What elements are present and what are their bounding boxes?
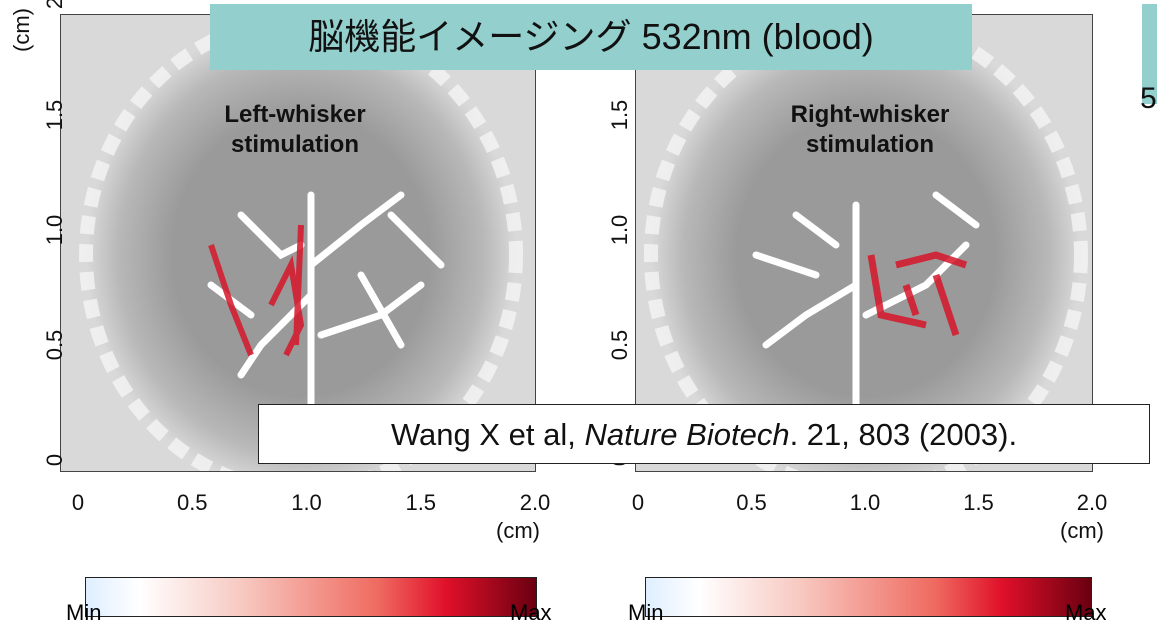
x-tick-label: 2.0 [1077, 490, 1108, 516]
panel-label-line: stimulation [160, 130, 430, 160]
y-tick-label: 0.5 [42, 330, 68, 361]
y-tick-label: 0 [42, 454, 68, 466]
x-tick-label: 1.5 [963, 490, 994, 516]
y-tick-label: 1.5 [607, 100, 633, 131]
panel-label: Right-whisker stimulation [725, 100, 1015, 160]
x-tick-label: 1.5 [405, 490, 436, 516]
x-unit: (cm) [496, 518, 540, 544]
slide: Left-whisker stimulation Right-whisker s… [0, 0, 1157, 623]
x-tick-label: 2.0 [520, 490, 551, 516]
colorbar-max: Max [510, 600, 552, 626]
y-tick-label: 1.0 [42, 215, 68, 246]
x-tick-label: 0.5 [736, 490, 767, 516]
citation-journal: Nature Biotech [585, 417, 790, 452]
x-tick-label: 0 [72, 490, 84, 516]
x-tick-label: 1.0 [850, 490, 881, 516]
citation-rest: . 21, 803 (2003). [790, 417, 1018, 452]
y-tick-label: 0.5 [607, 330, 633, 361]
citation-authors: Wang X et al, [391, 417, 585, 452]
colorbar [645, 577, 1092, 617]
x-tick-label: 0.5 [177, 490, 208, 516]
slide-title: 脳機能イメージング 532nm (blood) [210, 4, 972, 70]
panel-label-line: Left-whisker [160, 100, 430, 130]
colorbar-min: Min [66, 600, 101, 626]
panel-label-line: stimulation [725, 130, 1015, 160]
y-unit: (cm) [9, 8, 35, 52]
panel-label-line: Right-whisker [725, 100, 1015, 130]
y-tick-label: 2. [42, 0, 68, 9]
colorbar-max: Max [1065, 600, 1107, 626]
brain-figure [61, 15, 535, 471]
colorbar [85, 577, 537, 617]
x-tick-label: 0 [632, 490, 644, 516]
x-tick-label: 1.0 [291, 490, 322, 516]
citation: Wang X et al, Nature Biotech. 21, 803 (2… [258, 404, 1150, 464]
side-box-text: 5 [1140, 82, 1157, 116]
x-unit: (cm) [1060, 518, 1104, 544]
y-tick-label: 1.0 [607, 215, 633, 246]
y-tick-label: 1.5 [42, 100, 68, 131]
panel-label: Left-whisker stimulation [160, 100, 430, 160]
colorbar-min: Min [628, 600, 663, 626]
brain-figure [636, 15, 1092, 471]
